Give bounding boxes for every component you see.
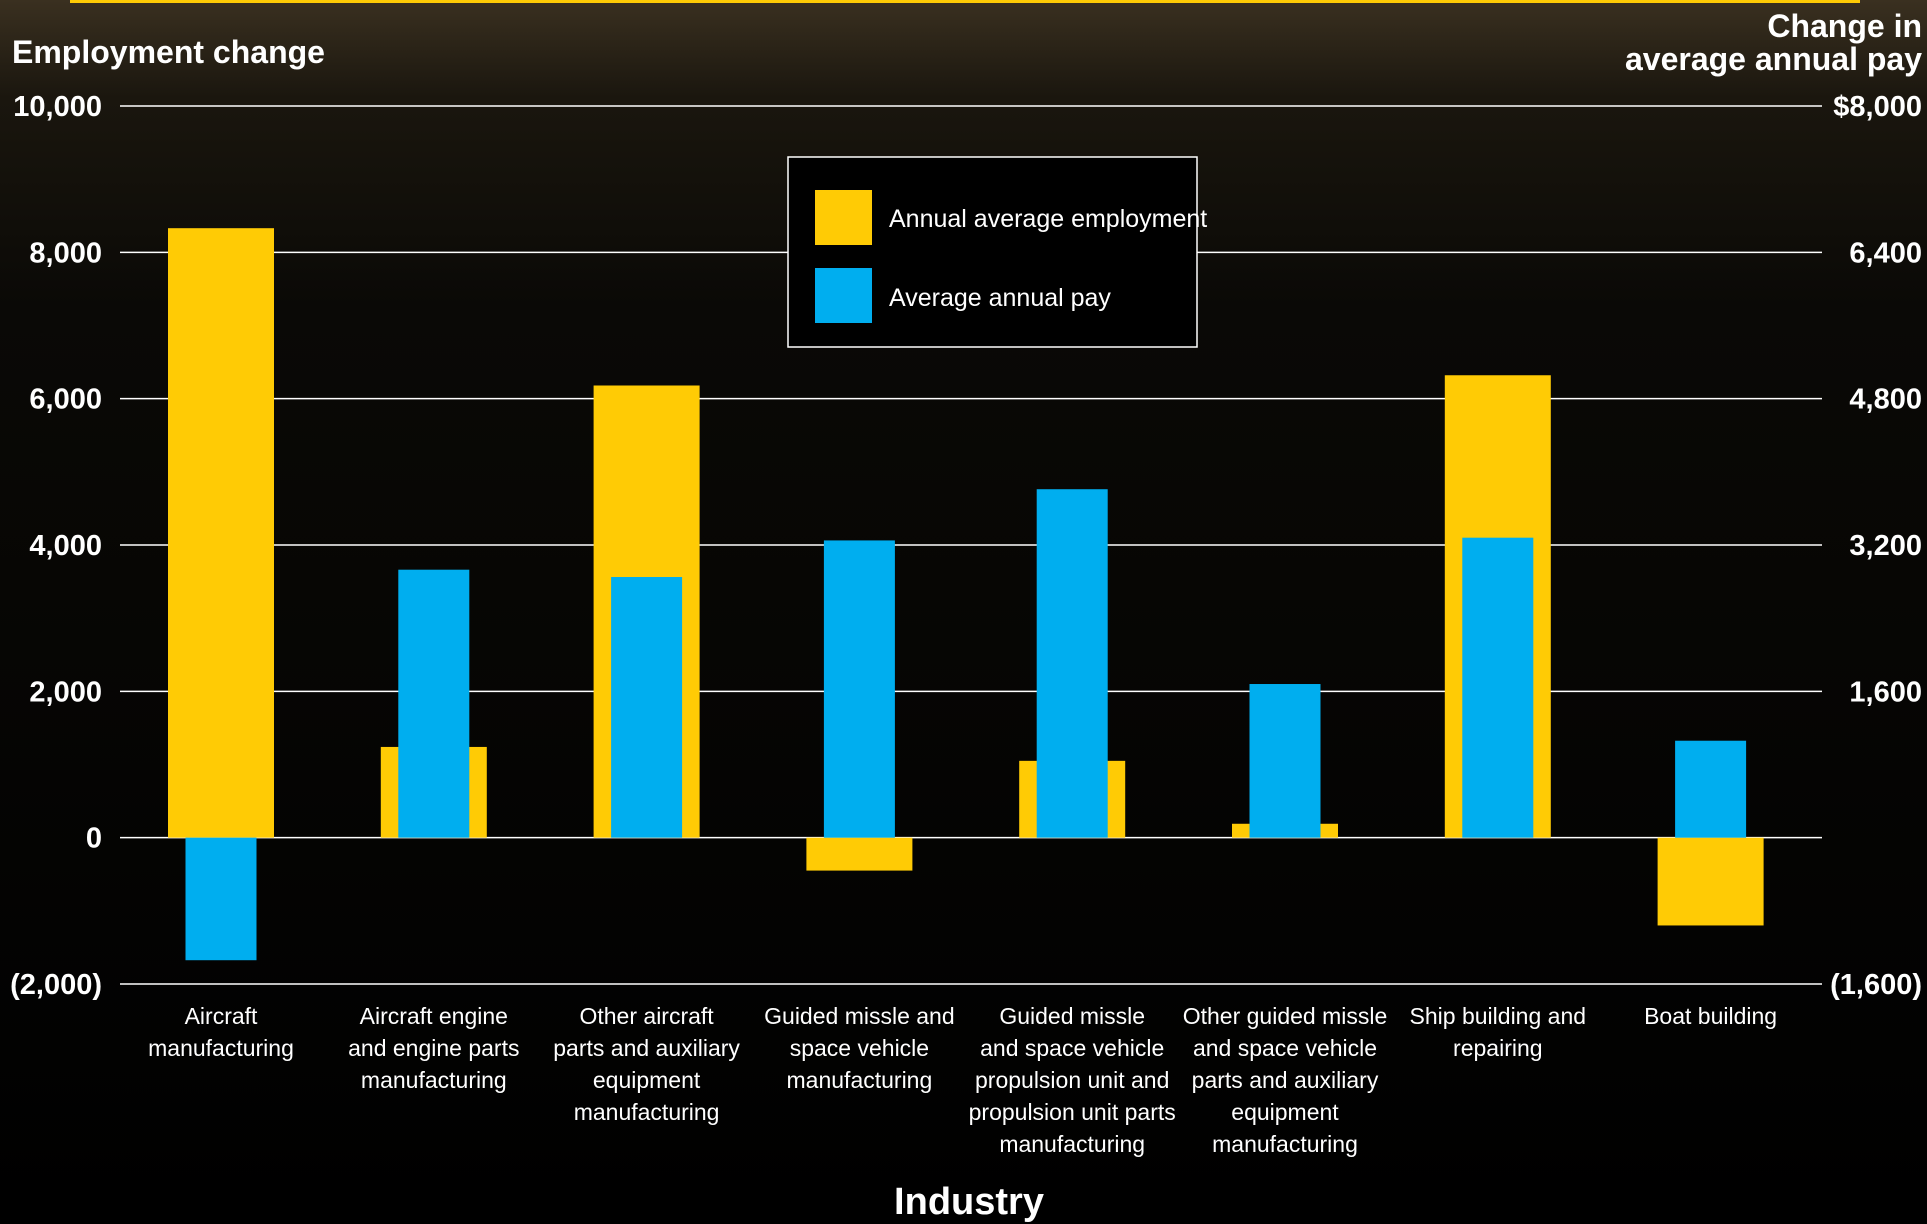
bar-pay (1036, 489, 1108, 838)
category-label-line: Aircraft engine (360, 1003, 508, 1029)
category-label: Other guided missle and space vehicle part… (1183, 1003, 1388, 1157)
legend: Annual average employment Average annual… (787, 156, 1207, 348)
bar-pay (823, 540, 895, 838)
category-labels: Aircraft manufacturing Aircraft engine and … (148, 1003, 1777, 1157)
category-label-line: Ship building and (1410, 1003, 1586, 1029)
legend-swatch-pay (815, 268, 872, 323)
category-label-line: repairing (1453, 1035, 1543, 1061)
right-tick-label: 6,400 (1849, 237, 1922, 269)
category-label-line: Other guided missle (1183, 1003, 1388, 1029)
legend-label-pay: Average annual pay (889, 284, 1111, 312)
category-label-line: and engine parts (348, 1035, 519, 1061)
category-label: Ship building and repairing (1410, 1003, 1586, 1061)
category-label-line: Aircraft (185, 1003, 258, 1029)
category-label-line: space vehicle (790, 1035, 929, 1061)
category-label-line: Guided missle (999, 1003, 1145, 1029)
category-label-line: manufacturing (1212, 1131, 1358, 1157)
x-axis-title: Industry (894, 1181, 1044, 1223)
bar-pay (1675, 740, 1747, 838)
tick-labels: (2,000) (1,600) 0 2,000 1,600 4,000 3,200 6,000… (10, 91, 1922, 1001)
left-tick-label: (2,000) (10, 969, 102, 1001)
category-label-line: Guided missle and (764, 1003, 955, 1029)
bar-employment (1657, 837, 1764, 926)
right-tick-label: $8,000 (1833, 91, 1922, 123)
category-label-line: equipment (1231, 1099, 1339, 1125)
category-label-line: parts and auxiliary (1192, 1067, 1379, 1093)
category-label: Guided missle and space vehicle propulsion… (969, 1003, 1176, 1157)
category-label: Boat building (1644, 1003, 1777, 1029)
bar-pay (185, 837, 257, 961)
legend-label-employment: Annual average employment (889, 205, 1207, 233)
left-tick-label: 0 (86, 823, 102, 855)
category-label-line: manufacturing (148, 1035, 294, 1061)
category-label-line: manufacturing (787, 1067, 933, 1093)
bar-pay (1249, 684, 1321, 838)
bar-employment (806, 837, 913, 871)
category-label-line: manufacturing (361, 1067, 507, 1093)
top-accent-line (70, 0, 1860, 3)
left-tick-label: 4,000 (29, 530, 102, 562)
legend-swatch-employment (815, 190, 872, 245)
left-tick-label: 2,000 (29, 676, 102, 708)
category-label: Other aircraft parts and auxiliary equipme… (553, 1003, 740, 1125)
bar-pay (1462, 537, 1534, 838)
category-label-line: propulsion unit and (975, 1067, 1169, 1093)
category-label-line: Boat building (1644, 1003, 1777, 1029)
category-label-line: parts and auxiliary (553, 1035, 740, 1061)
left-tick-label: 8,000 (29, 237, 102, 269)
left-tick-label: 10,000 (13, 91, 102, 123)
category-label: Guided missle and space vehicle manufactur… (764, 1003, 955, 1093)
category-label-line: and space vehicle (980, 1035, 1164, 1061)
category-label: Aircraft engine and engine parts manufactu… (348, 1003, 519, 1093)
bar-pay (398, 569, 470, 838)
right-tick-label: 4,800 (1849, 384, 1922, 416)
category-label-line: propulsion unit parts (969, 1099, 1176, 1125)
right-axis-title-line-2: average annual pay (1625, 41, 1922, 77)
right-axis-title-line-1: Change in (1767, 8, 1922, 44)
category-label-line: manufacturing (574, 1099, 720, 1125)
category-label-line: and space vehicle (1193, 1035, 1377, 1061)
bar-pay (611, 577, 683, 838)
left-tick-label: 6,000 (29, 384, 102, 416)
category-label-line: manufacturing (999, 1131, 1145, 1157)
category-label: Aircraft manufacturing (148, 1003, 294, 1061)
right-tick-label: (1,600) (1830, 969, 1922, 1001)
bar-employment (168, 228, 274, 838)
category-label-line: equipment (593, 1067, 701, 1093)
left-axis-title: Employment change (12, 34, 325, 70)
category-label-line: Other aircraft (579, 1003, 714, 1029)
bars-layer (168, 228, 1764, 961)
right-tick-label: 1,600 (1849, 676, 1922, 708)
right-tick-label: 3,200 (1849, 530, 1922, 562)
